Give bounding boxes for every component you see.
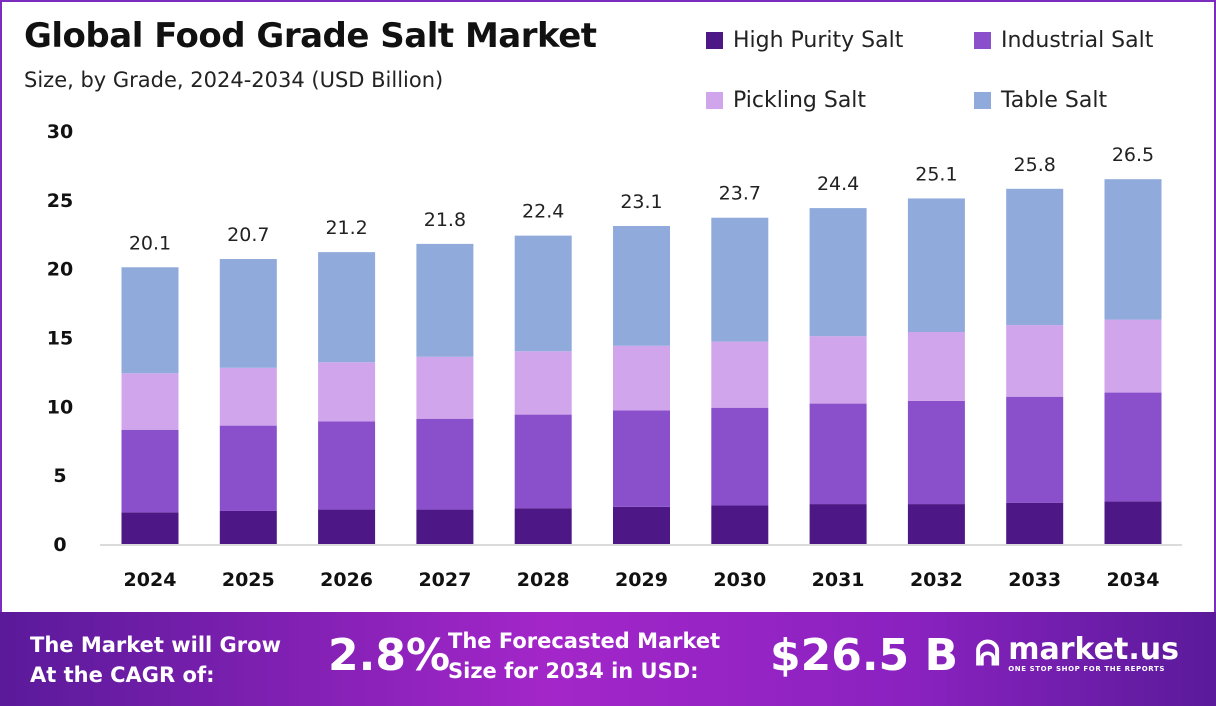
y-tick-label: 0 [53, 534, 66, 556]
legend-label: High Purity Salt [733, 28, 904, 53]
bar-segment-pickling-salt [121, 373, 179, 430]
forecast-label: The Forecasted Market Size for 2034 in U… [448, 629, 721, 683]
x-tick-label: 2034 [1107, 569, 1160, 591]
x-tick-label: 2028 [517, 569, 570, 591]
bar-segment-table-salt [318, 252, 376, 363]
data-label: 23.7 [719, 183, 761, 205]
chart-title: Global Food Grade Salt Market [24, 16, 597, 56]
legend-item-high-purity: High Purity Salt [706, 28, 903, 53]
stacked-bar-chart: 05101520253020.1202420.7202521.2202621.8… [47, 121, 1182, 591]
cagr-label: The Market will Grow At the CAGR of: [30, 633, 281, 687]
data-label: 21.2 [325, 217, 367, 239]
bar-segment-high-purity-salt [514, 508, 572, 544]
bar-segment-pickling-salt [809, 336, 867, 404]
y-tick-label: 5 [53, 465, 66, 487]
chart-subtitle: Size, by Grade, 2024-2034 (USD Billion) [24, 68, 444, 92]
x-tick-label: 2027 [418, 569, 471, 591]
bar-segment-industrial-salt [219, 425, 277, 511]
x-tick-label: 2025 [222, 569, 275, 591]
bar-segment-high-purity-salt [1006, 502, 1064, 544]
y-tick-label: 10 [47, 396, 73, 418]
bar-segment-table-salt [711, 217, 769, 342]
y-tick-label: 15 [47, 328, 73, 350]
bar-segment-high-purity-salt [121, 512, 179, 544]
data-label: 24.4 [817, 173, 859, 195]
logo-icon: ᕱ [975, 634, 1001, 674]
y-tick-label: 25 [47, 190, 73, 212]
bar-segment-high-purity-salt [907, 504, 965, 544]
bar-segment-table-salt [1104, 179, 1162, 320]
legend-label: Industrial Salt [1001, 28, 1154, 53]
bar-segment-table-salt [613, 225, 670, 346]
legend-swatch [706, 32, 723, 49]
bar-segment-table-salt [514, 235, 572, 352]
bar-segment-pickling-salt [416, 356, 474, 419]
bar-segment-industrial-salt [318, 421, 376, 510]
legend-item-industrial: Industrial Salt [974, 28, 1153, 53]
data-label: 21.8 [424, 209, 466, 231]
legend-item-table: Table Salt [974, 88, 1107, 113]
legend-swatch [974, 92, 991, 109]
bar-segment-industrial-salt [907, 400, 965, 505]
bar-segment-industrial-salt [416, 418, 474, 510]
legend-swatch [974, 32, 991, 49]
market-us-logo: ᕱ market.us ONE STOP SHOP FOR THE REPORTS [975, 634, 1179, 674]
bar-segment-industrial-salt [1006, 396, 1064, 503]
bar-segment-table-salt [809, 208, 867, 337]
forecast-value: $26.5 B [770, 630, 959, 681]
bar-segment-high-purity-salt [219, 510, 277, 544]
x-tick-label: 2030 [713, 569, 766, 591]
bar-segment-industrial-salt [711, 407, 769, 506]
data-label: 25.1 [915, 163, 957, 185]
data-label: 26.5 [1112, 144, 1154, 166]
data-label: 20.1 [129, 232, 171, 254]
legend-label: Pickling Salt [733, 88, 867, 113]
bar-segment-high-purity-salt [711, 505, 769, 544]
x-tick-label: 2031 [812, 569, 865, 591]
bar-segment-table-salt [121, 267, 179, 374]
bar-segment-high-purity-salt [416, 509, 474, 544]
data-label: 20.7 [227, 224, 269, 246]
x-tick-label: 2024 [124, 569, 177, 591]
x-tick-label: 2026 [320, 569, 373, 591]
bar-segment-high-purity-salt [1104, 501, 1162, 544]
data-label: 22.4 [522, 201, 564, 223]
bar-segment-pickling-salt [318, 362, 376, 422]
bar-segment-pickling-salt [1104, 319, 1162, 393]
legend-item-pickling: Pickling Salt [706, 88, 866, 113]
x-tick-label: 2033 [1008, 569, 1061, 591]
footer-banner: The Market will Grow At the CAGR of: 2.8… [0, 612, 1216, 706]
y-tick-label: 30 [47, 121, 73, 143]
x-tick-label: 2029 [615, 569, 668, 591]
bar-segment-pickling-salt [219, 367, 277, 426]
x-tick-label: 2032 [910, 569, 963, 591]
bar-segment-pickling-salt [907, 331, 965, 401]
data-label: 25.8 [1014, 154, 1056, 176]
bar-segment-high-purity-salt [809, 504, 867, 544]
data-label: 23.1 [620, 191, 662, 213]
bar-segment-table-salt [1006, 188, 1064, 326]
bar-segment-pickling-salt [613, 345, 670, 411]
y-tick-label: 20 [47, 259, 73, 281]
bar-segment-industrial-salt [1104, 392, 1162, 502]
bar-segment-high-purity-salt [613, 506, 670, 544]
bar-segment-industrial-salt [809, 403, 867, 505]
bar-segment-industrial-salt [613, 410, 670, 507]
legend-swatch [706, 92, 723, 109]
legend-label: Table Salt [1001, 88, 1108, 113]
bar-segment-table-salt [416, 243, 474, 357]
logo-name: market.us [1008, 632, 1179, 667]
cagr-value: 2.8% [328, 630, 451, 681]
bar-segment-industrial-salt [514, 414, 572, 509]
bar-segment-table-salt [907, 198, 965, 332]
bar-segment-high-purity-salt [318, 509, 376, 544]
bar-segment-table-salt [219, 259, 277, 368]
bar-segment-pickling-salt [711, 341, 769, 408]
bar-segment-pickling-salt [1006, 325, 1064, 397]
bar-segment-pickling-salt [514, 351, 572, 415]
logo-tagline: ONE STOP SHOP FOR THE REPORTS [1008, 665, 1165, 673]
bar-segment-industrial-salt [121, 429, 179, 513]
